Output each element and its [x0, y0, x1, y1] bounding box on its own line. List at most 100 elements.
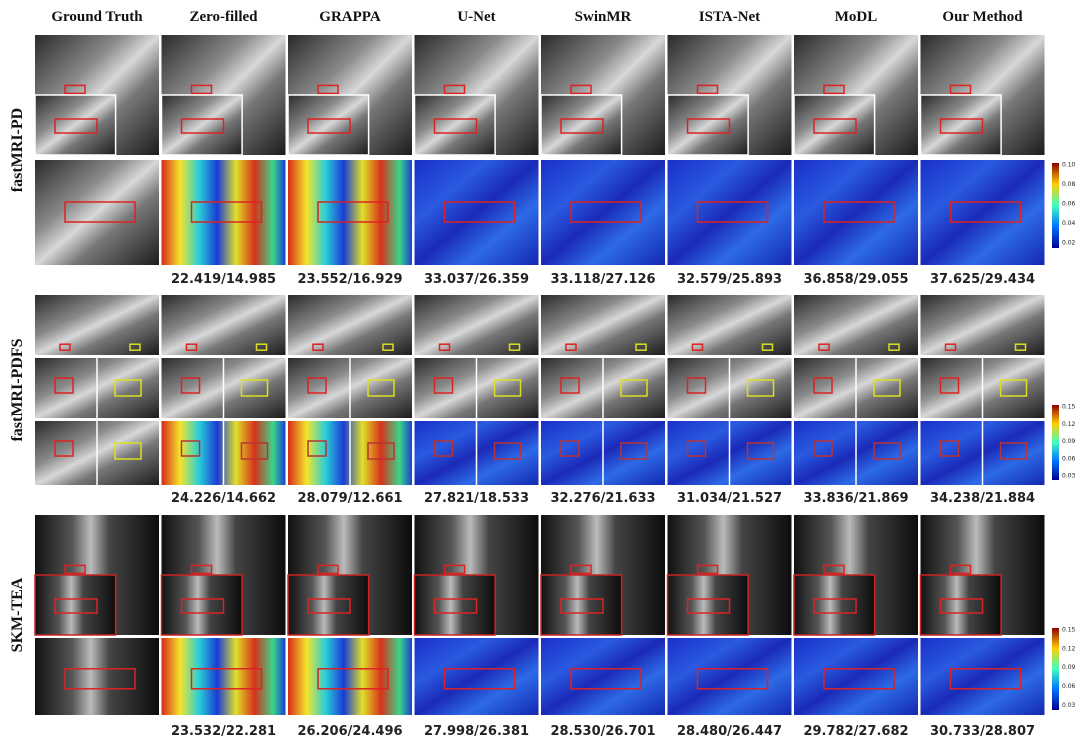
error-map: [920, 638, 1045, 715]
roi-box: [129, 343, 141, 351]
roi-box: [307, 598, 351, 614]
roi-box: [939, 440, 960, 457]
roi-box: [691, 343, 704, 351]
error-map: [288, 638, 412, 715]
metric: 29.782/27.682: [803, 724, 908, 739]
roi-box: [565, 343, 577, 351]
roi-box: [560, 377, 580, 394]
error-map: [541, 638, 665, 715]
colorbar-tick: 0.06: [1062, 455, 1076, 462]
error-map: [794, 160, 918, 265]
roi-box: [696, 84, 719, 95]
row-label: fastMRI-PDFS: [9, 338, 26, 441]
error-map: [667, 160, 792, 265]
roi-box: [696, 668, 769, 690]
metric: 33.037/26.359: [424, 272, 529, 287]
colorbar-tick: 0.08: [1062, 181, 1076, 188]
roi-box: [746, 442, 775, 460]
roi-box: [686, 440, 707, 457]
column-header: Zero-filled: [189, 9, 258, 25]
roi-box: [873, 442, 901, 460]
roi-box: [317, 201, 389, 223]
colorbar-tick: 0.12: [1062, 421, 1076, 428]
roi-box: [64, 564, 86, 575]
metric: 34.238/21.884: [930, 491, 1035, 506]
colorbar: [1052, 163, 1059, 248]
zoom-inset: [540, 574, 623, 636]
metric: 27.998/26.381: [424, 724, 529, 739]
roi-box: [180, 118, 225, 134]
zoom-inset: [919, 94, 1002, 156]
roi-box: [560, 118, 604, 134]
roi-box: [114, 379, 142, 397]
metric: 32.276/21.633: [550, 491, 655, 506]
row-label: SKM-TEA: [9, 577, 26, 652]
zoom-inset: [666, 94, 749, 156]
roi-box: [317, 668, 389, 690]
roi-box: [180, 598, 225, 614]
roi-box: [180, 440, 201, 457]
roi-box: [64, 201, 136, 223]
mri-image: [288, 295, 412, 355]
roi-box: [114, 442, 142, 460]
zoom-inset: [34, 574, 117, 636]
roi-box: [761, 343, 774, 351]
roi-box: [240, 379, 269, 397]
colorbar-tick: 0.06: [1062, 201, 1076, 208]
roi-box: [686, 598, 731, 614]
zoom-inset: [160, 574, 243, 636]
roi-box: [944, 343, 957, 351]
error-map: [541, 160, 665, 265]
roi-box: [570, 201, 642, 223]
zoom-inset: [919, 574, 1002, 636]
zoom-inset: [34, 94, 117, 156]
roi-box: [560, 598, 604, 614]
roi-box: [433, 598, 478, 614]
roi-box: [59, 343, 71, 351]
roi-box: [433, 440, 454, 457]
roi-box: [433, 118, 478, 134]
roi-box: [999, 379, 1028, 397]
roi-box: [317, 564, 339, 575]
roi-box: [367, 379, 395, 397]
roi-box: [307, 377, 327, 394]
roi-box: [813, 118, 857, 134]
column-header: U-Net: [457, 9, 495, 25]
error-map: [667, 638, 792, 715]
error-map: [414, 638, 539, 715]
metric: 23.532/22.281: [171, 724, 276, 739]
roi-box: [823, 84, 845, 95]
metric: 32.579/25.893: [677, 272, 782, 287]
roi-box: [560, 440, 580, 457]
roi-box: [686, 377, 707, 394]
metric: 28.480/26.447: [677, 724, 782, 739]
roi-box: [570, 564, 592, 575]
roi-box: [190, 668, 263, 690]
roi-box: [818, 343, 830, 351]
roi-box: [185, 343, 198, 351]
roi-box: [939, 377, 960, 394]
roi-box: [240, 442, 269, 460]
metric: 22.419/14.985: [171, 272, 276, 287]
metric: 30.733/28.807: [930, 724, 1035, 739]
zoom-inset: [287, 94, 370, 156]
colorbar-tick: 0.10: [1062, 162, 1076, 169]
metric: 31.034/21.527: [677, 491, 782, 506]
roi-box: [54, 598, 98, 614]
roi-box: [888, 343, 900, 351]
colorbar-tick: 0.04: [1062, 220, 1076, 227]
roi-box: [443, 201, 516, 223]
colorbar-tick: 0.03: [1062, 702, 1076, 709]
colorbar-tick: 0.06: [1062, 683, 1076, 690]
colorbar-tick: 0.12: [1062, 645, 1076, 652]
zoom-inset: [287, 574, 370, 636]
roi-box: [255, 343, 268, 351]
mri-image: [920, 295, 1045, 355]
column-header: Ground Truth: [51, 9, 143, 25]
roi-box: [307, 118, 351, 134]
roi-box: [54, 118, 98, 134]
roi-box: [949, 84, 972, 95]
roi-box: [312, 343, 324, 351]
roi-box: [508, 343, 521, 351]
